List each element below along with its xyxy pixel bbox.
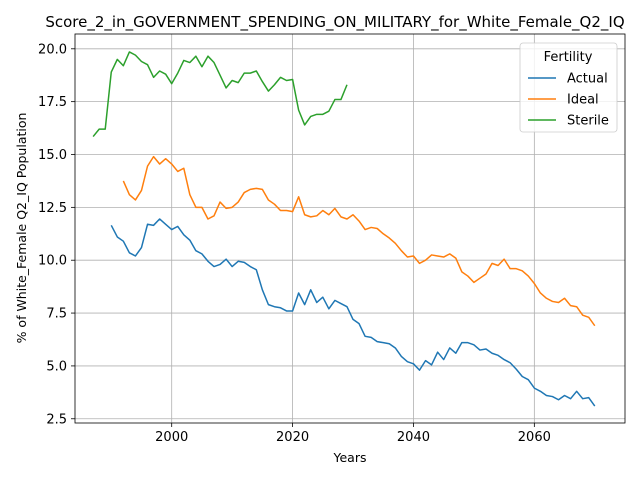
y-tick-label: 12.5	[38, 201, 67, 216]
x-tick-label: 2040	[397, 430, 430, 445]
legend-items: Actual Ideal Sterile	[528, 72, 609, 129]
series-line-actual	[110, 218, 596, 407]
legend-title: Fertility	[544, 50, 593, 65]
series-line-sterile	[92, 51, 348, 138]
y-tick-label: 15.0	[38, 148, 67, 163]
legend-label-actual: Actual	[567, 72, 608, 87]
legend: Fertility Actual Ideal Sterile	[519, 42, 618, 133]
y-axis-label: % of White_Female Q2_IQ Population	[14, 113, 29, 344]
series-lines	[92, 51, 596, 407]
legend-label-ideal: Ideal	[567, 93, 599, 108]
chart-title: Score_2_in_GOVERNMENT_SPENDING_ON_MILITA…	[45, 13, 624, 32]
y-tick-label: 17.5	[38, 95, 67, 110]
x-tick-label: 2060	[518, 430, 551, 445]
x-tick-label: 2020	[276, 430, 309, 445]
legend-label-sterile: Sterile	[567, 114, 609, 129]
y-tick-label: 10.0	[38, 254, 67, 269]
x-axis-label: Years	[333, 450, 367, 465]
axis-ticks: 2000 2020 2040 2060 2.5 5.0 7.5 10.0 12.5 15.0 17.…	[38, 42, 551, 445]
y-tick-label: 5.0	[46, 359, 67, 374]
y-tick-label: 7.5	[46, 307, 67, 322]
series-line-ideal	[122, 155, 596, 327]
x-tick-label: 2000	[155, 430, 188, 445]
y-tick-label: 20.0	[38, 42, 67, 57]
legend-box	[519, 42, 618, 133]
y-tick-label: 2.5	[46, 412, 67, 427]
plot-frame	[74, 33, 626, 424]
